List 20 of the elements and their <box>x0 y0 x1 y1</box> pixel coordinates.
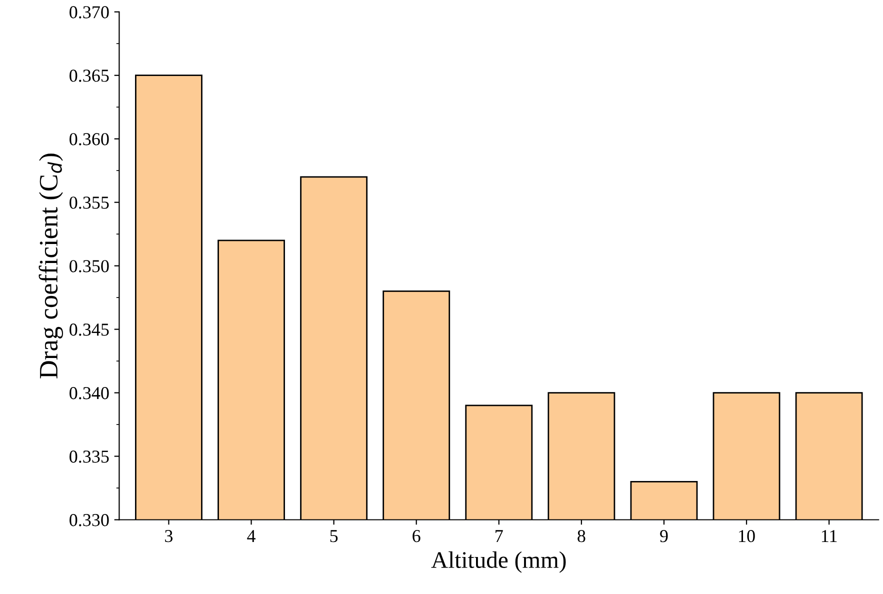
y-tick-label: 0.330 <box>70 514 109 526</box>
x-tick-label: 8 <box>578 530 586 542</box>
y-tick-label: 0.350 <box>70 260 109 272</box>
y-tick-label: 0.340 <box>70 387 109 400</box>
x-tick-label: 10 <box>739 530 755 542</box>
y-tick-label: 0.355 <box>70 196 109 209</box>
y-tick-label: 0.365 <box>70 70 109 82</box>
y-tick-label: 0.370 <box>70 6 109 18</box>
y-tick-label: 0.360 <box>70 133 109 146</box>
x-axis-title: Altitude (mm) <box>431 551 566 573</box>
x-tick-label: 5 <box>330 530 338 542</box>
x-tick-label: 3 <box>165 530 173 542</box>
x-tick-label: 11 <box>822 530 837 542</box>
x-tick-label: 9 <box>660 530 668 542</box>
x-tick-label: 4 <box>247 530 256 542</box>
y-tick-label: 0.335 <box>70 450 109 463</box>
x-tick-label: 7 <box>496 530 503 542</box>
y-tick-label: 0.345 <box>70 324 109 336</box>
x-tick-label: 6 <box>412 530 420 542</box>
y-axis-title: Drag coefficient (C$_{d}$) <box>38 154 64 378</box>
